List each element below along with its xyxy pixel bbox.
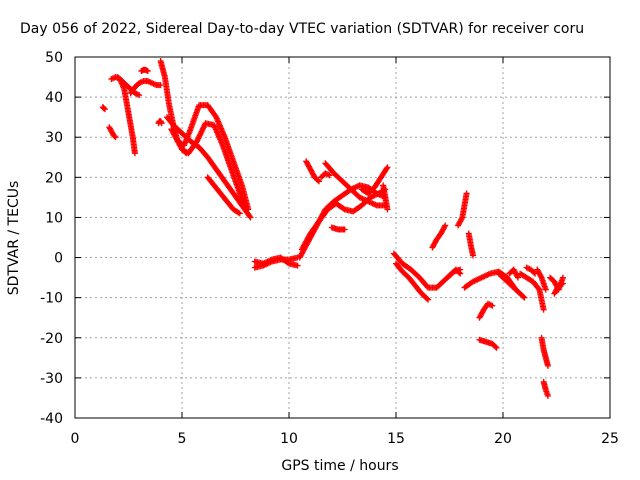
data-point [559, 274, 566, 281]
data-point [131, 150, 138, 157]
data-point [144, 68, 151, 75]
data-point [514, 274, 521, 281]
data-point [559, 280, 566, 287]
data-points [99, 58, 566, 399]
data-point [544, 392, 551, 399]
data-point [544, 362, 551, 369]
data-point [294, 262, 301, 269]
data-point [521, 294, 528, 301]
data-point [383, 165, 390, 172]
data-point [112, 134, 119, 141]
data-point [489, 302, 496, 309]
data-point [457, 270, 464, 277]
data-point [492, 343, 499, 350]
data-point [537, 273, 544, 280]
y-tick-label: 20 [45, 170, 63, 186]
x-tick-label: 15 [387, 431, 405, 447]
data-point [542, 286, 549, 293]
x-axis-label: GPS time / hours [281, 458, 398, 474]
x-tick-label: 0 [71, 431, 80, 447]
data-point [456, 269, 463, 276]
data-point [384, 164, 391, 171]
data-point [246, 213, 253, 220]
data-point [236, 210, 243, 217]
data-point [109, 75, 116, 82]
x-tick-label: 5 [178, 431, 187, 447]
y-axis: -40 -30 -20 -10 0 10 20 30 40 50 [40, 50, 610, 427]
data-point [243, 206, 250, 213]
y-tick-label: 30 [45, 130, 63, 146]
y-tick-label: 40 [45, 90, 63, 106]
data-point [424, 295, 431, 302]
data-point [425, 296, 432, 303]
data-point [535, 285, 542, 292]
y-tick-label: -30 [40, 371, 63, 387]
y-tick-label: 50 [45, 50, 63, 66]
data-point [157, 82, 164, 89]
grid [75, 57, 610, 418]
data-point [100, 105, 107, 112]
chart-title: Day 056 of 2022, Sidereal Day-to-day VTE… [20, 21, 584, 37]
x-tick-label: 20 [494, 431, 512, 447]
data-point [111, 133, 118, 140]
data-point [442, 222, 449, 229]
data-point [341, 226, 348, 233]
y-tick-label: -40 [40, 411, 63, 427]
y-axis-label: SDTVAR / TECUs [6, 181, 22, 296]
y-tick-label: -20 [40, 331, 63, 347]
data-point [326, 172, 333, 179]
data-point [136, 92, 143, 99]
data-point [158, 120, 165, 127]
data-point [235, 209, 242, 216]
data-point [470, 252, 477, 259]
data-point [441, 223, 448, 230]
data-point [520, 293, 527, 300]
data-point [514, 273, 521, 280]
data-point [458, 215, 465, 222]
y-tick-label: -10 [40, 291, 63, 307]
data-point [540, 306, 547, 313]
x-tick-label: 10 [280, 431, 298, 447]
data-point [101, 106, 108, 113]
data-point [247, 214, 254, 221]
plot-frame [74, 56, 611, 419]
data-point [493, 344, 500, 351]
x-tick-label: 25 [601, 431, 619, 447]
data-point [384, 206, 391, 213]
data-point [463, 190, 470, 197]
data-point [487, 302, 494, 309]
y-tick-label: 0 [54, 251, 63, 267]
x-axis: 0 5 10 15 20 25 [71, 57, 619, 447]
plot-border [74, 56, 611, 419]
y-tick-label: 10 [45, 210, 63, 226]
data-point [315, 178, 322, 185]
data-point [314, 177, 321, 184]
